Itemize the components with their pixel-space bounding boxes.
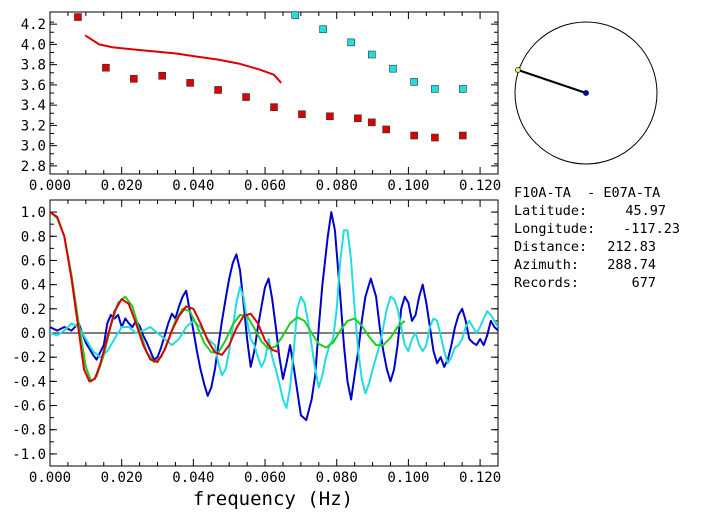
bottom-series-area <box>50 211 498 422</box>
top-y-tick-label: 4.0 <box>21 37 46 53</box>
top-y-tick-label: 3.0 <box>21 139 46 155</box>
records-value: 677 <box>631 275 656 291</box>
top-red-point <box>270 103 278 111</box>
top-y-tick-label: 2.8 <box>21 159 46 175</box>
station-pair: F10A-TA - E07A-TA <box>514 185 661 201</box>
records-label: Records: <box>514 275 580 291</box>
top-red-point <box>410 131 418 140</box>
bottom-y-tick-label: -0.2 <box>12 350 46 366</box>
top-cyan-point <box>389 64 397 73</box>
top-cyan-point <box>347 38 355 47</box>
top-y-tick-label: 4.2 <box>21 17 46 33</box>
top-cyan-point <box>431 85 439 93</box>
top-red-point <box>326 112 334 121</box>
azimuth-map <box>514 21 658 165</box>
bottom-y-tick-label: -0.8 <box>12 423 46 439</box>
top-red-point <box>242 93 250 101</box>
top-red-point <box>459 131 467 140</box>
bottom-cyan-series-line <box>50 229 498 409</box>
azimuth-circle <box>514 21 658 165</box>
bottom-x-tick-label: 0.000 <box>29 470 71 486</box>
top-red-point <box>74 13 82 21</box>
azimuth-label: Azimuth: <box>514 257 580 273</box>
bottom-y-tick-label: 0.0 <box>21 326 46 342</box>
top-red-point <box>158 71 166 80</box>
top-x-tick-label: 0.020 <box>101 178 143 194</box>
bottom-red-series-line <box>50 211 280 383</box>
great-circle-path <box>517 69 587 94</box>
top-red-series-line <box>84 34 282 84</box>
distance-label: Distance: <box>514 239 588 255</box>
phase-velocity-plot: 0.000 0.020 0.040 0.060 0.080 0.100 0.120 2.8 3.… <box>21 11 501 194</box>
azimuth-value: 288.74 <box>607 257 656 273</box>
top-y-tick-label: 3.4 <box>21 98 46 114</box>
bottom-y-tick-label: 0.6 <box>21 253 46 269</box>
correlation-spectrum-plot: 0.000 0.020 0.040 0.060 0.080 0.100 0.120 1.0 0.… <box>12 199 501 486</box>
top-red-point <box>298 110 306 119</box>
bottom-x-tick-label: 0.080 <box>316 470 358 486</box>
bottom-x-tick-label: 0.040 <box>172 470 214 486</box>
top-y-tick-label: 3.2 <box>21 118 46 134</box>
station-marker-center <box>583 90 589 96</box>
top-cyan-point <box>410 78 418 86</box>
bottom-y-tick-label: 0.8 <box>21 229 46 245</box>
top-series-area <box>74 12 467 142</box>
top-red-point <box>130 75 138 83</box>
bottom-y-tick-label: -0.6 <box>12 399 46 415</box>
bottom-blue-series-line <box>50 211 498 422</box>
top-x-tick-label: 0.000 <box>29 178 71 194</box>
bottom-y-tick-label: 0.4 <box>21 278 46 294</box>
top-x-tick-label: 0.060 <box>244 178 286 194</box>
bottom-y-tick-label: -0.4 <box>12 374 46 390</box>
station-marker-remote <box>515 67 521 73</box>
top-cyan-point <box>368 50 376 59</box>
top-x-tick-label: 0.120 <box>459 178 501 194</box>
top-red-point <box>431 133 439 142</box>
top-x-tick-label: 0.040 <box>172 178 214 194</box>
bottom-x-tick-label: 0.060 <box>244 470 286 486</box>
top-y-tick-label: 3.6 <box>21 78 46 94</box>
latitude-value: 45.97 <box>625 203 666 219</box>
latitude-label: Latitude: <box>514 203 588 219</box>
bottom-x-tick-label: 0.100 <box>387 470 429 486</box>
top-x-tick-label: 0.100 <box>387 178 429 194</box>
bottom-y-tick-label: 0.2 <box>21 302 46 318</box>
top-red-point <box>186 79 194 87</box>
bottom-x-tick-label: 0.120 <box>459 470 501 486</box>
distance-value: 212.83 <box>607 239 656 255</box>
top-red-point <box>102 63 110 72</box>
bottom-x-tick-label: 0.020 <box>101 470 143 486</box>
top-x-tick-label: 0.080 <box>316 178 358 194</box>
top-cyan-point <box>319 25 327 34</box>
top-cyan-point <box>291 12 299 19</box>
top-cyan-point <box>459 85 467 93</box>
top-y-tick-label: 3.8 <box>21 58 46 74</box>
top-red-point <box>354 114 362 123</box>
longitude-value: -117.23 <box>623 221 680 237</box>
bottom-y-tick-label: -1.0 <box>12 447 46 463</box>
bottom-y-tick-label: 1.0 <box>21 205 46 221</box>
top-red-point <box>368 118 376 127</box>
top-red-point <box>382 125 390 134</box>
top-red-point <box>214 86 222 94</box>
longitude-label: Longitude: <box>514 221 596 237</box>
top-frame <box>49 11 499 175</box>
x-axis-title: frequency (Hz) <box>193 488 353 510</box>
